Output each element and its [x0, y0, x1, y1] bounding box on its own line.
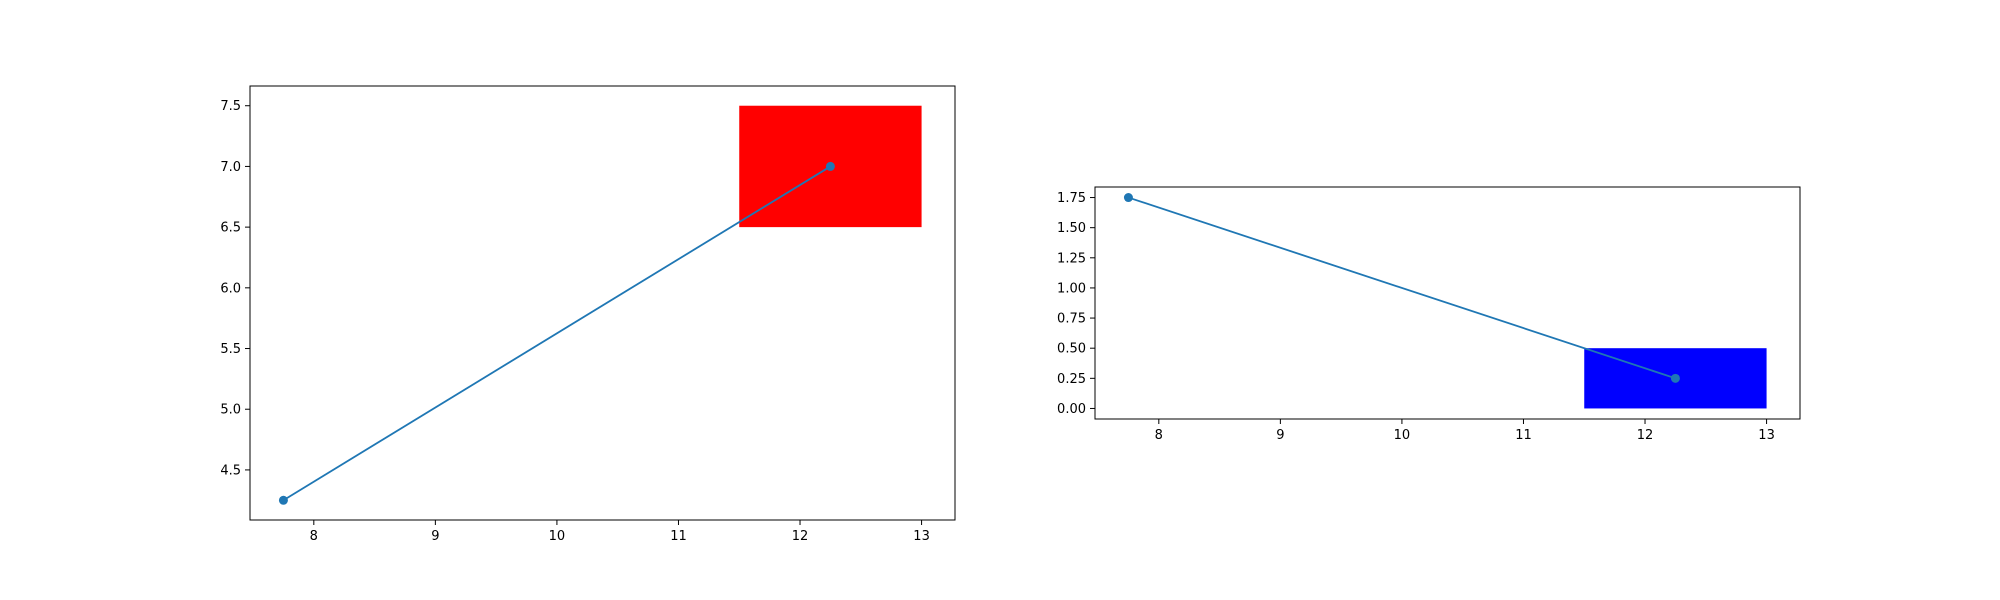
x-tick-label: 8	[1155, 428, 1163, 443]
x-tick-label: 11	[1515, 428, 1532, 443]
y-tick-label: 6.5	[220, 221, 241, 236]
y-tick-label: 0.50	[1057, 342, 1086, 357]
y-tick-label: 0.00	[1057, 402, 1086, 417]
y-tick-label: 6.0	[220, 281, 241, 296]
data-point	[1670, 373, 1680, 383]
y-tick-label: 5.0	[220, 403, 241, 418]
x-tick-label: 8	[310, 529, 318, 544]
x-tick-label: 12	[1637, 428, 1654, 443]
chart-right: 8 9 10 11 12 13 0.00 0.25 0.50 0.75 1.00 1.25 1.50 1.…	[1057, 186, 1801, 443]
data-point	[1123, 193, 1133, 203]
y-tick-label: 1.75	[1057, 191, 1086, 206]
y-tick-label: 1.25	[1057, 251, 1086, 266]
x-tick-label: 10	[549, 529, 566, 544]
axes-frame	[1094, 186, 1801, 420]
data-point	[825, 161, 835, 171]
series-line	[282, 165, 831, 502]
y-tick-label: 7.5	[220, 99, 241, 114]
x-tick-label: 9	[431, 529, 439, 544]
y-tick-label: 1.50	[1057, 221, 1086, 236]
x-tick-label: 12	[792, 529, 809, 544]
series-line	[1128, 196, 1676, 380]
chart-left: 8 9 10 11 12 13 4.5 5.0 5.5 6.0 6.5 7.0 7.5	[220, 85, 956, 544]
y-tick-label: 0.75	[1057, 312, 1086, 327]
x-tick-label: 10	[1394, 428, 1411, 443]
y-tick-label: 1.00	[1057, 281, 1086, 296]
x-tick-label: 9	[1276, 428, 1284, 443]
data-point	[278, 495, 288, 505]
y-tick-label: 5.5	[220, 342, 241, 357]
axes-frame	[249, 85, 956, 521]
x-tick-label: 11	[670, 529, 687, 544]
y-tick-label: 7.0	[220, 160, 241, 175]
x-tick-label: 13	[1758, 428, 1775, 443]
y-tick-label: 4.5	[220, 463, 241, 478]
y-tick-label: 0.25	[1057, 372, 1086, 387]
x-tick-label: 13	[913, 529, 930, 544]
